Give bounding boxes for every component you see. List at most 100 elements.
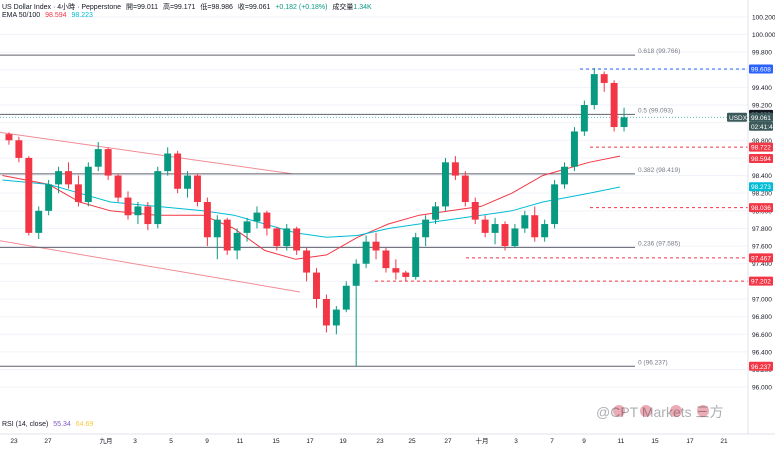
y-tick-label: 100.000 [752,32,775,39]
candle-body [164,153,172,172]
candle-body [134,206,142,216]
fib-level-label: 0.236 (97.585) [638,240,680,247]
candle-body [551,184,559,225]
candle-body [114,175,122,198]
price-tag-label: 98.036 [751,205,771,212]
x-tick-label: 11 [237,438,244,445]
candle-body [451,162,459,176]
candle-body [313,272,320,299]
price-tag-label: 97.202 [751,279,771,286]
price-tag-label: 99.061 [751,115,771,122]
candle-body [35,210,43,233]
price-tag-label: 98.273 [751,184,771,191]
x-tick-label: 15 [651,438,659,445]
candle-body [104,149,112,176]
y-tick-label: 96.800 [752,314,772,321]
price-tag-label: 98.594 [751,156,771,163]
ema-legend[interactable]: EMA 50/100 98.594 98.223 [2,12,96,19]
open-value: =99.011 [133,4,158,11]
x-tick-label: 19 [339,438,347,445]
candle-body [154,171,162,225]
x-tick-label: 23 [376,438,384,445]
x-tick-label: 27 [444,438,452,445]
change-value: +0.182 (+0.18%) [275,4,328,11]
x-tick-label: 九月 [100,436,113,445]
x-tick-label: 3 [514,438,518,445]
levels-layer: 0.618 (99.766) 0.5 (99.093) 0.382 (98.419)… [0,48,748,367]
candle-body [392,268,400,273]
high-label: 高 [162,4,170,11]
y-tick-label: 97.800 [752,226,772,233]
candle-body [74,184,82,202]
candle-body [610,82,618,128]
y-tick-label: 97.600 [752,244,772,251]
candle-body [491,224,499,233]
x-tick-label: 21 [720,438,728,445]
candle-body [521,215,529,229]
ema-slow-value: 98.223 [71,12,93,19]
candle-body [303,250,311,273]
candle-body [412,237,420,277]
candle-body [94,149,102,167]
ema-fast-value: 98.594 [45,12,67,19]
price-tag-bg [749,361,773,371]
x-tick-label: 17 [306,438,314,445]
candle-body [223,219,231,251]
candle-body [5,134,13,141]
candle-body [253,212,261,222]
y-tick-label: 98.200 [752,191,772,198]
candle-body [184,175,192,189]
channel-lower-line [0,240,301,293]
x-tick-label: 7 [550,438,554,445]
candle-body [84,166,92,202]
price-tag-label: 98.722 [751,145,771,152]
open-label: 開 [126,4,134,11]
candle-body [580,105,588,132]
candle-body [372,241,380,251]
watermark-layer: @CPT Markets 三方 [596,404,724,420]
watermark-flag-icon [697,405,709,417]
x-tick-label: 十月 [476,436,489,445]
low-label: 低 [200,4,208,11]
tag-layer: 99.60899.093USDX99.06102:41:4898.72298.5… [727,64,775,371]
price-tag-bg [749,142,773,152]
candle-layer [5,67,628,367]
candle-body [541,224,549,238]
candle-body [402,272,410,277]
close-label: 收 [237,4,245,11]
watermark-text: @CPT Markets 三方 [596,404,724,420]
x-tick-label: 25 [408,438,416,445]
y-tick-label: 99.800 [752,50,772,57]
candle-body [600,74,608,83]
candle-body [25,157,33,233]
x-tick-label: 11 [618,438,625,445]
candle-body [283,228,291,247]
rsi-value-1: 55.34 [53,421,71,428]
candle-body [422,219,430,238]
price-tag-label: 02:41:48 [751,124,775,131]
y-tick-label: 98.800 [752,138,772,145]
y-tick-label: 96.400 [752,349,772,356]
x-tick-label: 17 [686,438,694,445]
x-tick-label: 27 [44,438,52,445]
y-tick-label: 97.000 [752,297,772,304]
price-tag-label: 96.237 [751,364,771,371]
watermark-flag-icon [613,405,625,417]
ema-label: EMA 50/100 [2,12,41,19]
rsi-legend[interactable]: RSI (14, close) 55.34 64.69 [2,421,96,428]
ema-layer [2,155,621,260]
price-tag-label: 97.467 [751,255,771,262]
candle-body [511,228,519,247]
rsi-label: RSI (14, close) [2,421,49,428]
x-tick-label: 23 [10,438,18,445]
watermark-flag-icon [670,405,682,417]
fib-level-label: 0.382 (98.419) [638,167,680,174]
candle-body [213,219,221,238]
candle-body [441,162,449,207]
candle-body [332,309,340,326]
fib-level-label: 0.618 (99.766) [638,48,680,55]
candle-body [233,232,241,251]
price-tag-bg [749,64,773,74]
